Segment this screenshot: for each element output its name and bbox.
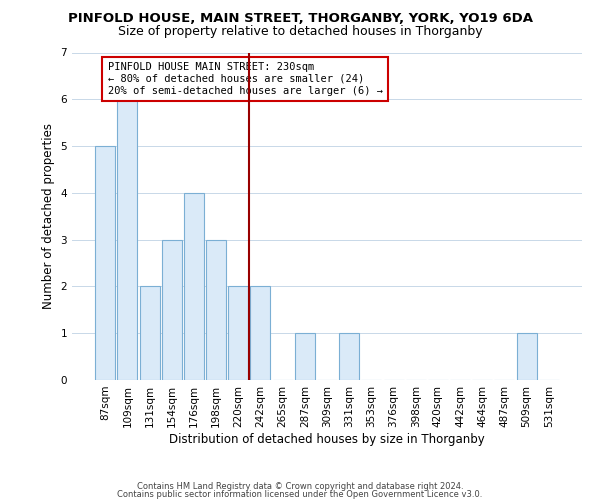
Bar [118,100,137,380]
Text: Contains HM Land Registry data © Crown copyright and database right 2024.: Contains HM Land Registry data © Crown c… [137,482,463,491]
Bar [184,193,204,380]
Bar [228,286,248,380]
Bar [250,286,271,380]
Bar [206,240,226,380]
Bar [162,240,182,380]
Bar [517,333,536,380]
Y-axis label: Number of detached properties: Number of detached properties [42,123,55,309]
Text: Contains public sector information licensed under the Open Government Licence v3: Contains public sector information licen… [118,490,482,499]
Bar [95,146,115,380]
Text: PINFOLD HOUSE MAIN STREET: 230sqm
← 80% of detached houses are smaller (24)
20% : PINFOLD HOUSE MAIN STREET: 230sqm ← 80% … [108,62,383,96]
X-axis label: Distribution of detached houses by size in Thorganby: Distribution of detached houses by size … [169,432,485,446]
Text: Size of property relative to detached houses in Thorganby: Size of property relative to detached ho… [118,25,482,38]
Bar [140,286,160,380]
Bar [295,333,315,380]
Text: PINFOLD HOUSE, MAIN STREET, THORGANBY, YORK, YO19 6DA: PINFOLD HOUSE, MAIN STREET, THORGANBY, Y… [67,12,533,26]
Bar [339,333,359,380]
